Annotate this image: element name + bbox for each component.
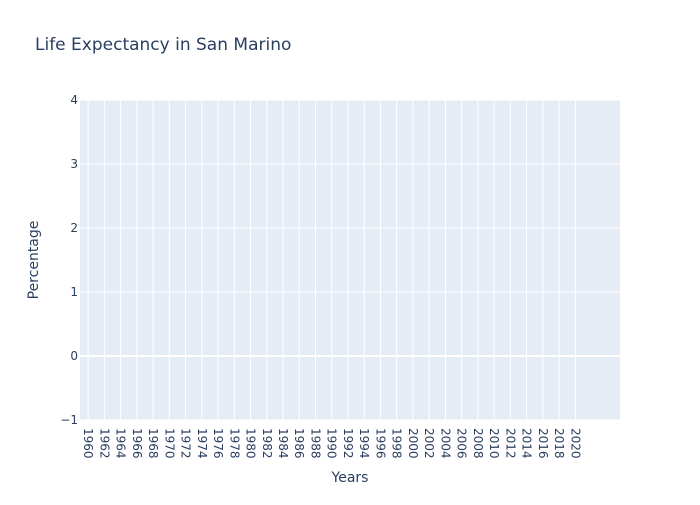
x-tick-label: 1974 [195, 428, 209, 459]
plot-area [80, 100, 620, 420]
x-tick-label: 1966 [130, 428, 144, 459]
x-tick-label: 2016 [536, 428, 550, 459]
x-tick-label: 1980 [244, 428, 258, 459]
y-tick-label: 1 [70, 285, 78, 299]
x-tick-label: 1960 [81, 428, 95, 459]
x-tick-label: 2018 [552, 428, 566, 459]
x-gridlines [87, 100, 576, 420]
y-tick-labels: 4 3 2 1 0 −1 [60, 93, 78, 427]
y-gridlines [80, 99, 620, 421]
x-tick-label: 1978 [227, 428, 241, 459]
x-tick-label: 1998 [390, 428, 404, 459]
x-tick-labels: 1960 1962 1964 1966 1968 1970 1972 1974 1976 1978… [81, 428, 582, 459]
y-axis-title: Percentage [26, 221, 42, 300]
y-tick-label: 4 [70, 93, 78, 107]
x-tick-label: 1970 [162, 428, 176, 459]
x-tick-label: 2008 [471, 428, 485, 459]
y-tick-label: 2 [70, 221, 78, 235]
x-tick-label: 2000 [406, 428, 420, 459]
x-tick-label: 1976 [211, 428, 225, 459]
x-tick-label: 1992 [341, 428, 355, 459]
y-tick-label: −1 [60, 413, 78, 427]
x-tick-label: 1986 [292, 428, 306, 459]
x-tick-label: 2004 [438, 428, 452, 459]
y-tick-label: 0 [70, 349, 78, 363]
x-tick-label: 1988 [308, 428, 322, 459]
x-tick-label: 2014 [520, 428, 534, 459]
x-tick-label: 2010 [487, 428, 501, 459]
x-tick-label: 2020 [568, 428, 582, 459]
x-tick-label: 1990 [325, 428, 339, 459]
x-tick-label: 1962 [97, 428, 111, 459]
x-tick-label: 1964 [114, 428, 128, 459]
x-tick-label: 1994 [357, 428, 371, 459]
x-tick-label: 1982 [260, 428, 274, 459]
x-tick-label: 1996 [373, 428, 387, 459]
x-tick-label: 2012 [503, 428, 517, 459]
x-tick-label: 2002 [422, 428, 436, 459]
x-tick-label: 2006 [455, 428, 469, 459]
y-tick-label: 3 [70, 157, 78, 171]
x-tick-label: 1984 [276, 428, 290, 459]
x-tick-label: 1968 [146, 428, 160, 459]
x-tick-label: 1972 [179, 428, 193, 459]
x-axis-title: Years [331, 470, 369, 486]
chart-title: Life Expectancy in San Marino [35, 35, 291, 55]
